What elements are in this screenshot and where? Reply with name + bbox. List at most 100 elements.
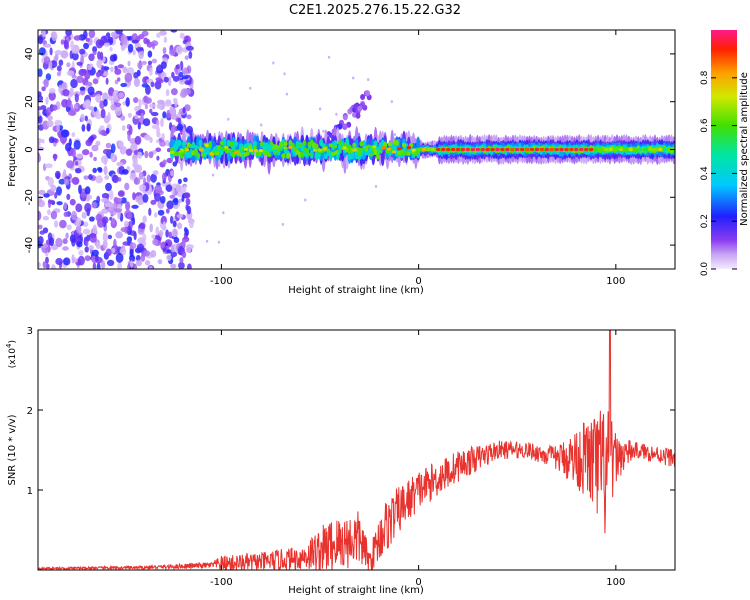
snr-multiplier-close: ) [8,340,18,344]
snr-frame [37,329,676,571]
snr-axes: -100 0 100 1 2 3 [27,326,675,588]
noise-blob [128,125,133,135]
band-core [308,152,313,156]
band-core [480,147,485,152]
noise-blob [147,50,153,58]
snr-xlabel: Height of straight line (km) [288,585,424,596]
noise-blob [58,84,63,94]
noise-blob [138,200,143,206]
band-core [214,148,219,152]
noise-blob [165,229,169,238]
band-core [638,147,643,152]
band-core [238,143,244,147]
noise-blob [260,123,263,127]
noise-blob [148,103,156,108]
noise-blob [108,95,113,101]
noise-blob [87,64,93,71]
noise-blob [82,221,89,227]
noise-blob [121,125,126,131]
band-core [431,147,436,152]
noise-blob [93,156,97,162]
noise-blob [172,97,177,104]
noise-blob [125,201,131,211]
noise-blob [63,211,69,217]
band-core [500,147,505,152]
noise-blob [111,247,116,254]
noise-blob [101,65,105,75]
noise-blob [58,59,64,66]
noise-blob [51,31,58,42]
noise-blob [131,204,139,209]
band-cell [368,153,373,157]
noise-blob [41,86,46,92]
band-core [174,151,180,155]
spectrogram-ylabel: Frequency (Hz) [7,111,18,187]
noise-blob [142,215,147,224]
noise-blob [69,234,76,243]
noise-blob [96,59,103,68]
noise-blob [86,123,91,132]
noise-blob [114,208,122,213]
x-tick-label: 100 [606,577,625,588]
noise-blob [132,263,138,269]
noise-blob [91,201,98,209]
noise-blob [131,39,139,44]
noise-blob [67,109,76,116]
noise-blob [169,194,176,199]
band-cell [286,152,291,159]
noise-blob [115,30,123,35]
noise-blob [148,151,154,159]
noise-blob [64,178,70,186]
noise-blob [133,177,141,185]
noise-blob [120,82,128,88]
noise-blob [84,246,89,253]
noise-blob [105,127,110,135]
branch-blob [353,103,359,110]
noise-blob [62,257,71,266]
x-tick-label: 0 [415,276,421,287]
noise-blob [51,264,56,269]
noise-blob [70,78,78,89]
spectrogram-xlabel: Height of straight line (km) [288,285,424,296]
noise-blob [183,88,192,95]
noise-blob [156,32,161,38]
noise-blob [184,104,191,112]
noise-blob [43,43,52,48]
band-core [184,148,190,152]
noise-blob [41,138,45,144]
band-core [475,147,480,152]
noise-blob [156,103,162,109]
noise-blob [169,106,175,115]
noise-blob [63,202,68,210]
noise-blob [132,192,136,201]
noise-blob [249,86,252,90]
noise-blob [102,148,111,155]
noise-blob [390,100,393,104]
noise-blob [67,98,72,108]
noise-blob [135,111,142,116]
noise-blob [120,34,128,45]
band-core [327,151,333,155]
band-core [386,147,392,151]
noise-blob [43,56,51,65]
noise-blob [162,247,167,252]
noise-blob [103,99,108,107]
noise-blob [82,228,91,235]
noise-blob [110,152,116,162]
band-core [608,147,614,152]
noise-blob [134,114,139,120]
noise-blob [66,70,75,77]
noise-blob [126,212,132,220]
noise-blob [97,51,101,60]
noise-blob [85,99,91,108]
noise-blob [170,170,175,177]
branch-blob [360,94,366,100]
noise-blob [79,48,86,55]
noise-blob [186,125,194,135]
band-core [584,147,589,152]
snr-line-layer [38,330,675,570]
noise-blob [91,144,99,152]
noise-blob [161,133,165,141]
noise-blob [367,78,370,82]
band-core [455,147,461,152]
